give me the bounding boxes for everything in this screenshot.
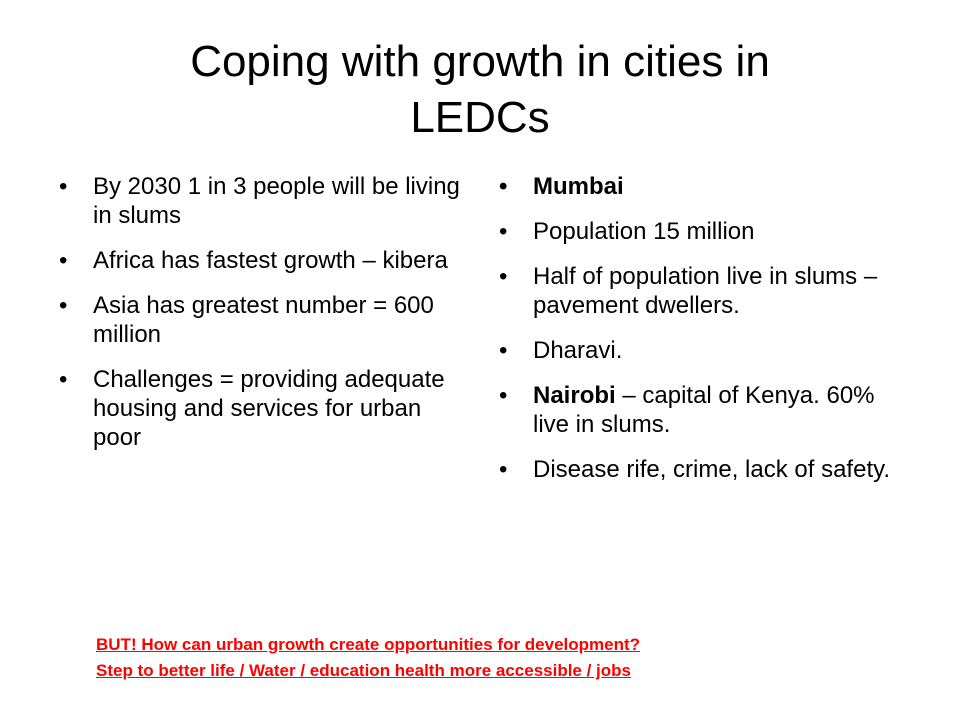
nairobi-label: Nairobi [533, 382, 616, 409]
bullet-asia-number: Asia has greatest number = 600 million [56, 291, 466, 349]
bullet-dharavi: Dharavi. [496, 336, 916, 365]
bullet-slums-2030: By 2030 1 in 3 people will be living in … [56, 172, 466, 230]
footer-line-2: Step to better life / Water / education … [96, 661, 632, 680]
bullet-africa-growth: Africa has fastest growth – kibera [56, 246, 466, 275]
slide-title: Coping with growth in cities in LEDCs [80, 34, 880, 146]
footer-note: BUT! How can urban growth create opportu… [96, 632, 876, 684]
right-bullet-list: Mumbai Population 15 million Half of pop… [496, 172, 916, 500]
bullet-nairobi: Nairobi – capital of Kenya. 60% live in … [496, 381, 916, 439]
bullet-challenges: Challenges = providing adequate housing … [56, 365, 466, 452]
left-bullet-list: By 2030 1 in 3 people will be living in … [56, 172, 466, 468]
bullet-disease: Disease rife, crime, lack of safety. [496, 455, 916, 484]
bullet-mumbai: Mumbai [496, 172, 916, 201]
bullet-population: Population 15 million [496, 217, 916, 246]
bullet-half-slums: Half of population live in slums – pavem… [496, 262, 916, 320]
footer-line-1: BUT! How can urban growth create opportu… [96, 635, 641, 654]
nairobi-description: – capital of Kenya. 60% live in slums. [533, 382, 875, 438]
title-line-1: Coping with growth in cities in [190, 37, 770, 86]
title-line-2: LEDCs [410, 93, 550, 142]
